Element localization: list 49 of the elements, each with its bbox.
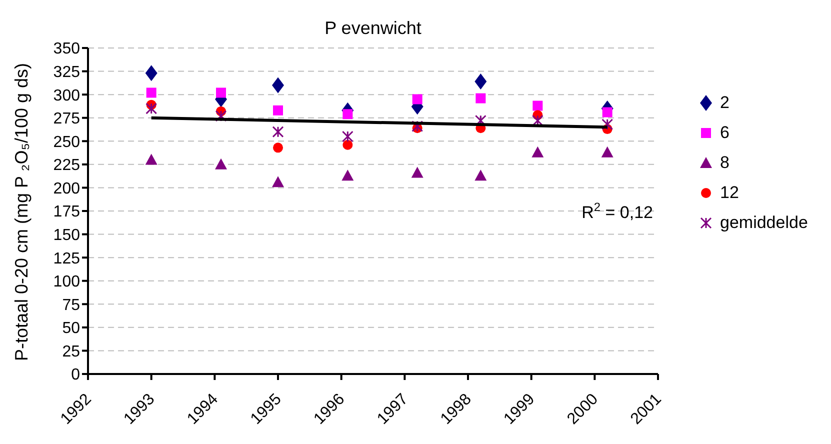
y-tick-label: 25 <box>62 343 80 360</box>
point <box>601 146 614 158</box>
legend-label: 6 <box>720 123 730 143</box>
point <box>412 120 424 132</box>
point <box>272 176 284 188</box>
y-tick-label: 125 <box>53 250 80 268</box>
y-tick-label: 0 <box>71 366 80 384</box>
point <box>474 74 487 90</box>
point <box>476 93 486 104</box>
point <box>273 142 283 153</box>
y-tick-label: 175 <box>53 204 80 221</box>
y-tick-label: 350 <box>53 40 80 58</box>
point <box>532 100 543 111</box>
point <box>215 158 227 170</box>
legend-label: 2 <box>720 93 730 113</box>
legend-label: 8 <box>720 153 730 173</box>
point <box>411 166 424 178</box>
y-tick-label: 75 <box>62 296 80 314</box>
point <box>532 146 544 158</box>
legend-label: gemiddelde <box>720 213 808 233</box>
point <box>145 65 158 82</box>
point <box>272 126 284 138</box>
y-axis-title: P-totaal 0-20 cm (mg P ₂O₅/100 g ds) <box>11 62 32 361</box>
point <box>145 154 158 165</box>
y-tick-label: 200 <box>53 180 80 198</box>
point <box>602 107 612 118</box>
point <box>342 109 353 120</box>
point <box>602 118 614 130</box>
y-tick-label: 225 <box>53 157 80 174</box>
y-tick-label: 300 <box>53 87 80 104</box>
y-tick-label: 150 <box>53 226 80 244</box>
point <box>342 130 354 142</box>
point <box>272 77 284 94</box>
point <box>273 105 283 116</box>
point <box>342 170 354 181</box>
point <box>216 88 226 98</box>
chart-title: P evenwicht <box>324 18 422 38</box>
y-tick-label: 50 <box>62 320 80 338</box>
y-tick-label: 250 <box>53 134 80 151</box>
y-tick-label: 100 <box>53 274 80 291</box>
legend-label: 12 <box>720 183 739 203</box>
point <box>146 88 156 98</box>
point <box>474 170 487 181</box>
point <box>146 102 158 114</box>
annotation: R$^{2}$ = 0,12 <box>582 200 653 222</box>
point <box>342 140 353 150</box>
y-tick-label: 325 <box>53 64 80 81</box>
point <box>412 94 422 104</box>
y-tick-label: 275 <box>53 110 80 128</box>
